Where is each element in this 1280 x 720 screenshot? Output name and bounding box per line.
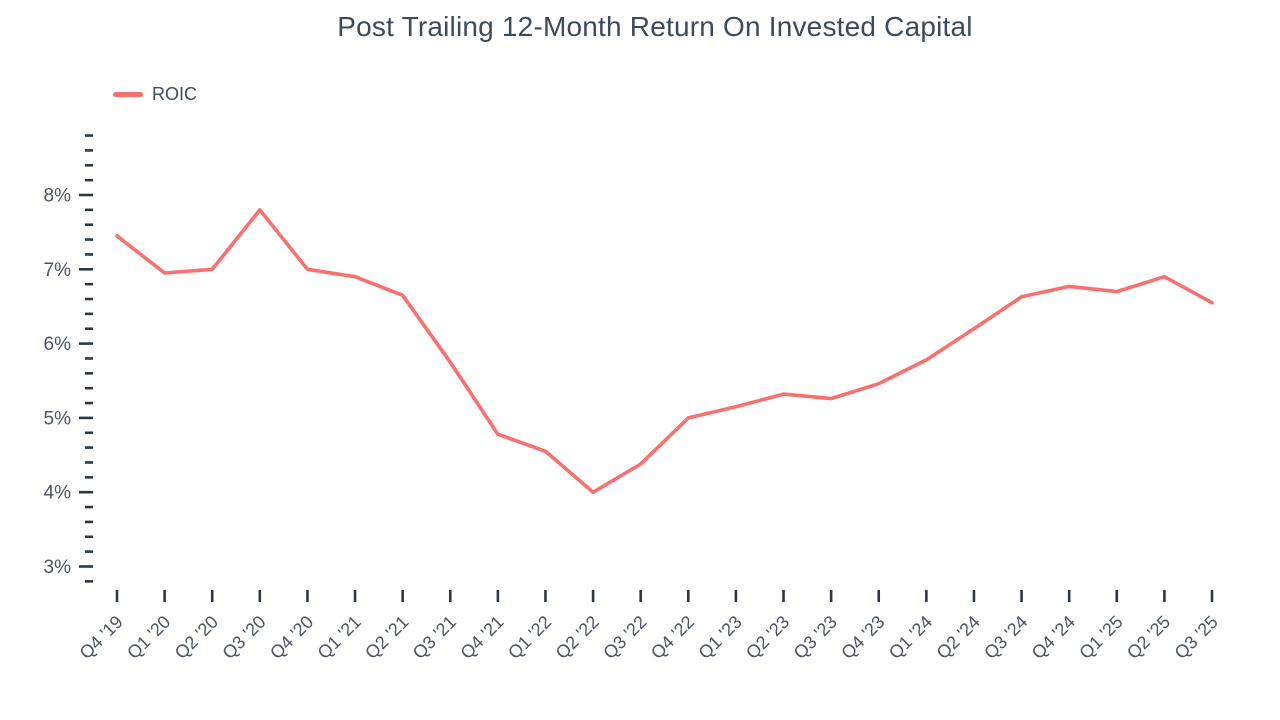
y-axis-label: 8% xyxy=(44,186,72,207)
x-axis-label: Q4 '20 xyxy=(266,612,317,663)
x-axis-label: Q1 '23 xyxy=(694,612,745,663)
x-axis-label: Q3 '21 xyxy=(409,612,460,663)
x-axis-label: Q4 '23 xyxy=(837,612,888,663)
x-axis-label: Q2 '25 xyxy=(1123,612,1174,663)
y-axis-label: 3% xyxy=(44,557,72,578)
legend: ROIC xyxy=(113,84,197,105)
roic-line xyxy=(115,208,1214,495)
x-axis-label: Q3 '24 xyxy=(980,612,1031,663)
legend-label: ROIC xyxy=(152,84,197,104)
x-axis-label: Q2 '20 xyxy=(171,612,222,663)
y-axis-label: 6% xyxy=(44,334,72,355)
x-axis-label: Q3 '23 xyxy=(790,612,841,663)
x-axis-label: Q4 '19 xyxy=(76,612,127,663)
x-axis-label: Q1 '24 xyxy=(885,612,936,663)
x-axis-label: Q1 '22 xyxy=(504,612,555,663)
x-axis-label: Q1 '20 xyxy=(123,612,174,663)
x-axis-label: Q1 '25 xyxy=(1075,612,1126,663)
x-axis-label: Q2 '24 xyxy=(933,612,984,663)
x-axis-label: Q2 '21 xyxy=(361,612,412,663)
x-axis-label: Q2 '23 xyxy=(742,612,793,663)
y-axis-label: 5% xyxy=(44,408,72,429)
x-axis-label: Q4 '21 xyxy=(456,612,507,663)
legend-line-swatch xyxy=(113,92,143,97)
x-axis-label: Q4 '24 xyxy=(1028,612,1079,663)
chart-title: Post Trailing 12-Month Return On Investe… xyxy=(337,11,973,42)
x-axis-label: Q1 '21 xyxy=(314,612,365,663)
x-axis-label: Q2 '22 xyxy=(552,612,603,663)
x-axis-label: Q3 '20 xyxy=(218,612,269,663)
y-axis-label: 4% xyxy=(44,483,72,504)
x-axis-label: Q3 '25 xyxy=(1171,612,1222,663)
y-axis-label: 7% xyxy=(44,260,72,281)
x-axis-label: Q3 '22 xyxy=(599,612,650,663)
x-axis-label: Q4 '22 xyxy=(647,612,698,663)
